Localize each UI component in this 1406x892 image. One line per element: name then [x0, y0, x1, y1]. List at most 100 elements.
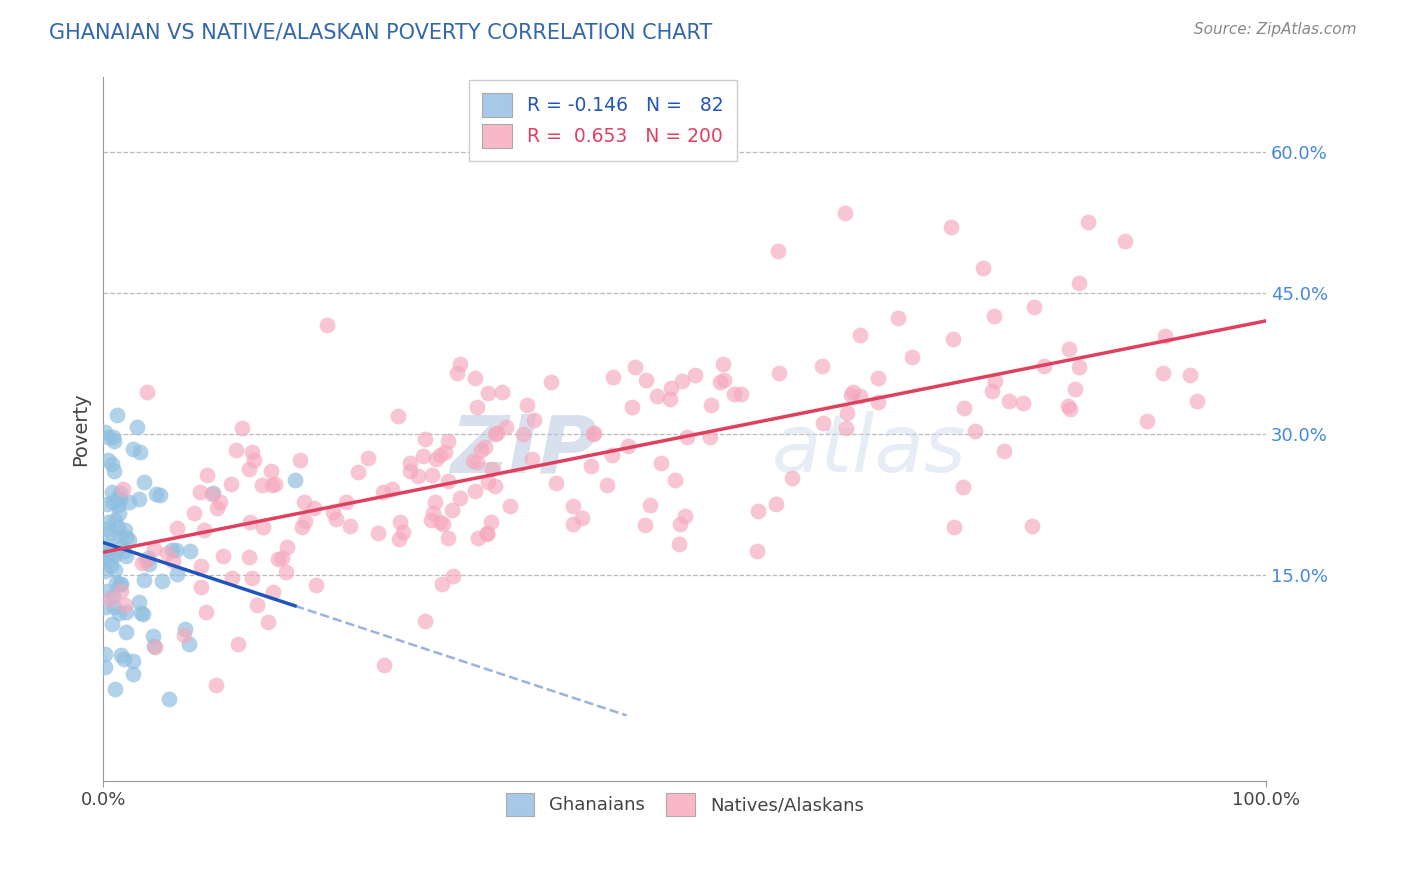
Point [100, 526, 122, 541]
Point [484, 427, 506, 442]
Point [1180, 368, 1202, 382]
Point [582, 426, 605, 441]
Point [105, 408, 128, 422]
Point [128, 595, 150, 609]
Point [173, 628, 195, 642]
Point [195, 468, 218, 483]
Point [104, 563, 127, 577]
Point [284, 473, 307, 487]
Point [136, 551, 159, 566]
Point [205, 500, 228, 515]
Point [111, 483, 134, 497]
Point [475, 527, 498, 541]
Point [238, 462, 260, 476]
Point [638, 498, 661, 512]
Point [157, 692, 180, 706]
Point [520, 452, 543, 467]
Point [1067, 360, 1090, 375]
Point [650, 456, 672, 470]
Point [768, 366, 790, 380]
Point [98, 591, 121, 606]
Point [664, 473, 686, 487]
Point [367, 525, 389, 540]
Text: GHANAIAN VS NATIVE/ALASKAN POVERTY CORRELATION CHART: GHANAIAN VS NATIVE/ALASKAN POVERTY CORRE… [49, 22, 713, 42]
Point [433, 445, 456, 459]
Point [942, 332, 965, 346]
Point [481, 462, 503, 476]
Legend: Ghanaians, Natives/Alaskans: Ghanaians, Natives/Alaskans [496, 783, 873, 825]
Point [868, 394, 890, 409]
Point [302, 500, 325, 515]
Point [219, 476, 242, 491]
Point [122, 654, 145, 668]
Point [166, 521, 188, 535]
Point [486, 426, 509, 441]
Point [94, 600, 117, 615]
Point [94, 523, 117, 537]
Point [115, 530, 138, 544]
Point [449, 357, 471, 371]
Point [138, 557, 160, 571]
Point [723, 387, 745, 401]
Point [263, 476, 285, 491]
Point [103, 495, 125, 509]
Point [97, 430, 120, 444]
Point [980, 384, 1002, 399]
Point [238, 549, 260, 564]
Point [467, 400, 489, 414]
Point [422, 506, 444, 520]
Point [887, 311, 910, 326]
Point [1153, 366, 1175, 380]
Point [420, 513, 443, 527]
Point [347, 466, 370, 480]
Point [114, 599, 136, 613]
Point [516, 398, 538, 412]
Point [399, 464, 422, 478]
Point [849, 389, 872, 403]
Point [94, 425, 117, 439]
Point [1032, 359, 1054, 373]
Point [634, 518, 657, 533]
Point [1056, 399, 1078, 413]
Point [239, 515, 262, 529]
Point [94, 564, 117, 578]
Point [292, 495, 315, 509]
Point [1011, 396, 1033, 410]
Point [252, 477, 274, 491]
Point [104, 512, 127, 526]
Point [131, 557, 153, 571]
Text: Source: ZipAtlas.com: Source: ZipAtlas.com [1194, 22, 1357, 37]
Point [136, 385, 159, 400]
Point [437, 474, 460, 488]
Point [464, 484, 486, 499]
Y-axis label: Poverty: Poverty [72, 392, 90, 466]
Point [103, 465, 125, 479]
Point [240, 571, 263, 585]
Point [177, 637, 200, 651]
Text: ZIP: ZIP [450, 411, 598, 490]
Point [231, 421, 253, 435]
Point [190, 485, 212, 500]
Point [747, 503, 769, 517]
Point [1022, 301, 1045, 315]
Point [512, 426, 534, 441]
Point [101, 616, 124, 631]
Point [134, 574, 156, 588]
Point [709, 375, 731, 389]
Point [135, 553, 157, 567]
Point [315, 318, 337, 333]
Point [579, 458, 602, 473]
Point [96, 497, 118, 511]
Point [479, 515, 502, 529]
Point [226, 637, 249, 651]
Point [475, 525, 498, 540]
Point [183, 506, 205, 520]
Point [97, 551, 120, 566]
Point [668, 537, 690, 551]
Point [190, 580, 212, 594]
Point [108, 576, 131, 591]
Point [963, 424, 986, 438]
Point [110, 539, 132, 553]
Point [465, 455, 488, 469]
Point [128, 491, 150, 506]
